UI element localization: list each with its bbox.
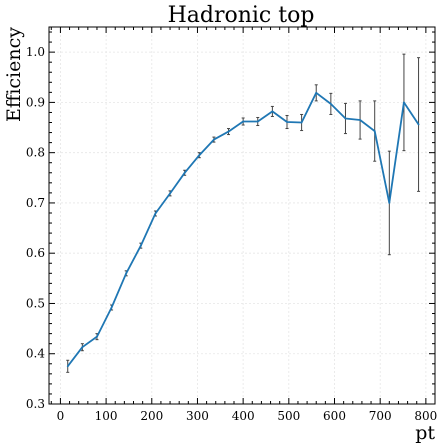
data-point: [329, 103, 332, 105]
data-point: [388, 202, 391, 204]
grid-lines: [49, 27, 435, 405]
data-point: [256, 120, 259, 123]
x-tick-label: 0: [57, 409, 65, 423]
data-point: [359, 119, 361, 121]
y-tick-label: 0.4: [26, 347, 45, 361]
y-tick-label: 0.3: [26, 397, 45, 411]
x-tick-label: 300: [186, 409, 209, 423]
data-series: [66, 53, 421, 373]
x-tick-label: 200: [140, 409, 163, 423]
x-tick-label: 100: [95, 409, 118, 423]
data-point: [271, 110, 274, 113]
data-point: [315, 91, 318, 94]
data-point: [403, 101, 405, 104]
data-point: [227, 130, 230, 133]
data-point: [183, 171, 186, 174]
y-tick-label: 0.8: [26, 146, 45, 160]
data-point: [300, 121, 303, 124]
x-tick-label: 400: [232, 409, 255, 423]
efficiency-line: [66, 91, 420, 367]
data-point: [154, 212, 157, 215]
data-point: [81, 346, 84, 349]
x-tick-label: 800: [414, 409, 437, 423]
data-point: [169, 192, 171, 195]
data-point: [198, 154, 201, 157]
x-tick-label: 500: [277, 409, 300, 423]
data-point: [96, 335, 98, 338]
y-tick-label: 0.5: [26, 296, 45, 310]
data-point: [213, 138, 215, 141]
y-tick-label: 0.9: [26, 95, 45, 109]
y-tick-label: 0.6: [26, 246, 45, 260]
x-tick-label: 600: [323, 409, 346, 423]
plot-frame: [48, 26, 436, 405]
chart-title: Hadronic top: [168, 3, 315, 28]
y-tick-label: 1.0: [26, 45, 45, 59]
data-point: [286, 121, 288, 123]
data-point: [139, 244, 142, 247]
data-point: [373, 130, 376, 132]
data-point: [344, 117, 347, 120]
x-tick-label: 700: [369, 409, 392, 423]
x-axis-label: pt: [415, 422, 435, 444]
y-axis-label: Efficiency: [3, 27, 25, 122]
y-tick-label: 0.7: [26, 196, 45, 210]
data-point: [242, 120, 245, 123]
data-point: [417, 123, 420, 126]
data-point: [110, 306, 113, 309]
axis-ticks: 0 100 200 300 400 500 600 700 800 0.3 0.4 0.5 0.6 0.7…: [26, 27, 437, 423]
data-point: [125, 272, 128, 275]
data-point: [66, 365, 69, 368]
